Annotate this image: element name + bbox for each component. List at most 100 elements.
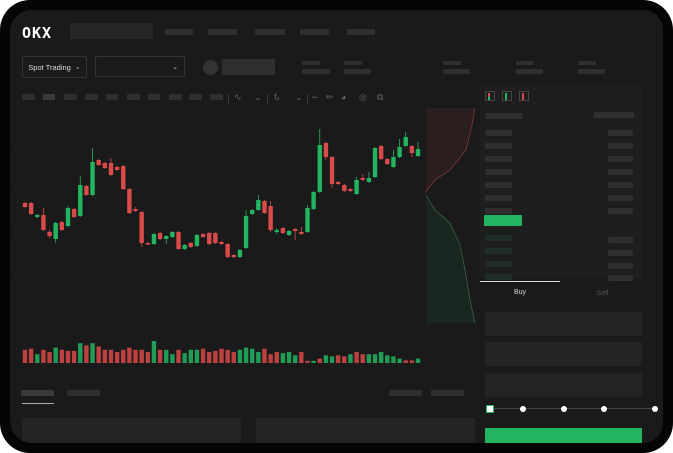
- volume-bar: [207, 352, 212, 363]
- volume-bar: [372, 354, 378, 363]
- candle-down: [280, 228, 286, 233]
- volume-bar: [342, 356, 347, 363]
- candle-up: [366, 178, 372, 182]
- nav-item[interactable]: [300, 29, 329, 35]
- tab-order-history[interactable]: [67, 390, 100, 396]
- okx-logo[interactable]: OKX: [22, 24, 53, 42]
- snapshot-icon[interactable]: ◕: [341, 92, 347, 102]
- candle-down: [342, 185, 347, 191]
- depth-bid-line: [425, 194, 476, 324]
- tab-sell[interactable]: Sell: [596, 290, 609, 297]
- ask-price[interactable]: [485, 156, 512, 162]
- pencil-icon[interactable]: ✏: [326, 92, 334, 102]
- order-size: [608, 208, 633, 214]
- nav-item[interactable]: [165, 29, 193, 35]
- indicator-icon[interactable]: ◎: [359, 92, 367, 102]
- fullscreen-icon[interactable]: ⧉: [377, 92, 384, 102]
- slider-stop-100[interactable]: [652, 406, 658, 412]
- timeframe-button[interactable]: [22, 94, 35, 100]
- chart-type-dropdown-icon[interactable]: ⌄: [254, 92, 262, 102]
- candle-down: [409, 146, 415, 153]
- volume-bar: [108, 349, 114, 363]
- tab-buy[interactable]: Buy: [513, 289, 527, 296]
- order-size: [608, 169, 633, 175]
- orderbook-both-icon[interactable]: [485, 91, 495, 101]
- ask-price[interactable]: [485, 208, 512, 214]
- chart-type-icon[interactable]: ∿: [234, 92, 242, 102]
- candle-down: [47, 232, 52, 236]
- depth-bid-area: [426, 195, 475, 323]
- candle-down: [231, 255, 236, 257]
- line-tool-icon[interactable]: ∼: [311, 92, 319, 102]
- price-input[interactable]: [485, 312, 642, 336]
- pair-select[interactable]: ⌄: [95, 56, 185, 77]
- bid-price[interactable]: [485, 235, 512, 241]
- candlestick-chart[interactable]: [10, 10, 663, 443]
- ask-price[interactable]: [485, 195, 512, 201]
- search-bar[interactable]: [70, 23, 153, 39]
- orderbook-bids-icon[interactable]: [502, 91, 512, 101]
- indicators-dropdown-icon[interactable]: ⌄: [295, 92, 303, 102]
- ask-price[interactable]: [485, 130, 512, 136]
- candle-down: [108, 163, 114, 175]
- timeframe-button[interactable]: [64, 94, 77, 100]
- buy-submit-button[interactable]: [485, 428, 642, 443]
- bid-price[interactable]: [485, 261, 512, 267]
- volume-bar: [237, 349, 243, 363]
- order-size: [608, 195, 633, 201]
- timeframe-button[interactable]: [210, 94, 223, 100]
- volume-bar: [348, 354, 353, 363]
- stat-label: [443, 61, 461, 65]
- order-size: [608, 263, 633, 269]
- order-size: [608, 143, 633, 149]
- slider-handle[interactable]: [486, 405, 494, 413]
- candle-up: [182, 245, 187, 249]
- ask-price[interactable]: [485, 182, 512, 188]
- candle-up: [164, 236, 169, 239]
- slider-stop-25[interactable]: [520, 406, 526, 412]
- volume-bar: [329, 356, 335, 363]
- timeframe-button[interactable]: [85, 94, 98, 100]
- timeframe-button[interactable]: [189, 94, 202, 100]
- bid-price[interactable]: [485, 274, 512, 280]
- nav-item[interactable]: [347, 29, 375, 35]
- candle-up: [194, 235, 200, 246]
- ask-price[interactable]: [485, 143, 512, 149]
- candle-up: [243, 216, 249, 248]
- volume-bar: [292, 355, 298, 363]
- nav-item[interactable]: [255, 29, 285, 35]
- indicators-icon[interactable]: fₓ: [274, 92, 280, 102]
- volume-bar: [127, 347, 132, 363]
- volume-bar: [35, 354, 40, 363]
- volume-bar: [164, 349, 169, 363]
- orderbook-mid-price[interactable]: [484, 215, 522, 226]
- slider-stop-50[interactable]: [561, 406, 567, 412]
- order-size: [608, 182, 633, 188]
- volume-bar: [317, 358, 322, 363]
- timeframe-button[interactable]: [127, 94, 140, 100]
- candle-up: [151, 234, 157, 244]
- candle-down: [157, 233, 163, 239]
- timeframe-button[interactable]: [169, 94, 182, 100]
- candle-up: [415, 149, 421, 156]
- orderbook-asks-icon[interactable]: [519, 91, 529, 101]
- total-input[interactable]: [485, 373, 642, 397]
- volume-bar: [53, 347, 58, 363]
- candle-down: [213, 233, 218, 243]
- slider-stop-75[interactable]: [601, 406, 607, 412]
- candle-down: [121, 166, 126, 189]
- timeframe-button[interactable]: [106, 94, 118, 100]
- filter-button[interactable]: [389, 390, 422, 396]
- nav-item[interactable]: [208, 29, 237, 35]
- candle-up: [286, 231, 292, 235]
- tab-open-orders[interactable]: [21, 390, 54, 396]
- bid-price[interactable]: [485, 248, 512, 254]
- volume-bar: [243, 347, 249, 363]
- amount-input[interactable]: [485, 342, 642, 366]
- amount-slider-track[interactable]: [490, 408, 655, 409]
- ask-price[interactable]: [485, 169, 512, 175]
- spot-trading-button[interactable]: Spot Trading ⌄: [22, 56, 87, 78]
- filter-button[interactable]: [431, 390, 464, 396]
- timeframe-button[interactable]: [148, 94, 160, 100]
- timeframe-button-active[interactable]: [43, 94, 55, 100]
